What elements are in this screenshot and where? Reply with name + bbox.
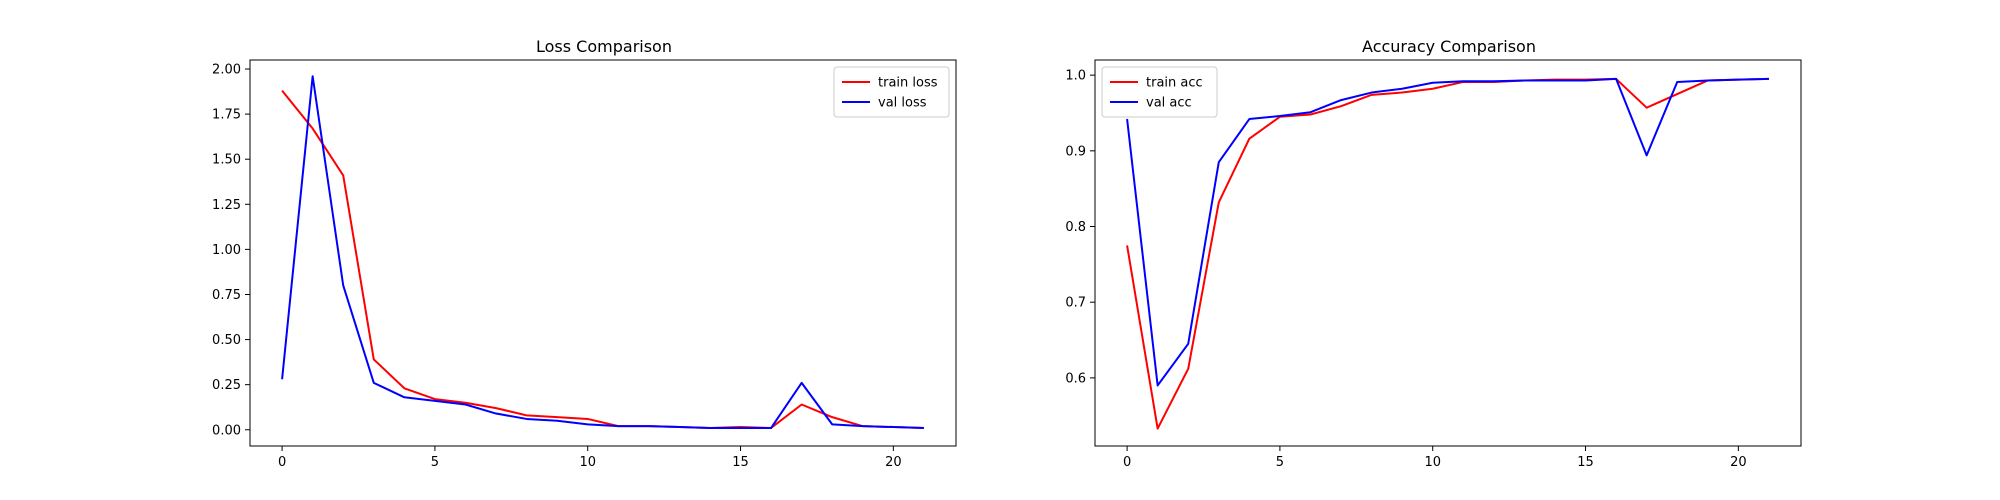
y-tick-label: 1.25 [212, 198, 241, 213]
y-tick-label: 0.6 [1065, 371, 1086, 386]
x-tick-label: 10 [579, 455, 596, 470]
x-tick-label: 5 [1276, 455, 1284, 470]
legend: train loss val loss [833, 66, 950, 118]
x-tick-label: 0 [278, 455, 286, 470]
x-tick-label: 5 [431, 455, 439, 470]
plot-area-frame [249, 59, 957, 447]
x-tick-label: 0 [1123, 455, 1131, 470]
x-tick-label: 15 [1577, 455, 1594, 470]
y-tick-label: 2.00 [212, 63, 241, 78]
series-line-val-acc [1126, 77, 1769, 387]
series-line-train-loss [281, 90, 924, 429]
y-tick-label: 0.50 [212, 333, 241, 348]
x-tick-label: 10 [1424, 455, 1441, 470]
y-tick-label: 1.75 [212, 108, 241, 123]
y-tick-label: 1.0 [1065, 69, 1086, 84]
loss-comparison-chart: Loss Comparison 0 5 10 15 20 0.00 0.25 0.50 0.75… [212, 37, 957, 470]
legend-box [833, 66, 950, 118]
plot-area-frame [1094, 59, 1802, 447]
accuracy-comparison-chart: Accuracy Comparison 0 5 10 15 20 0.6 0.7 0.8 0.9… [1065, 37, 1802, 470]
x-tick-label: 15 [732, 455, 749, 470]
legend-label: train acc [1146, 76, 1203, 91]
legend-label: val loss [878, 96, 927, 111]
y-tick-label: 0.7 [1065, 296, 1086, 311]
chart-title: Loss Comparison [536, 37, 672, 56]
y-tick-label: 0.9 [1065, 144, 1086, 159]
x-tick-label: 20 [1730, 455, 1747, 470]
y-tick-label: 0.25 [212, 378, 241, 393]
legend-label: train loss [878, 76, 938, 91]
y-tick-label: 1.00 [212, 243, 241, 258]
legend: train acc val acc [1101, 66, 1218, 118]
series-line-train-acc [1126, 77, 1769, 430]
x-tick-label: 20 [885, 455, 902, 470]
y-tick-label: 0.75 [212, 288, 241, 303]
series-line-val-loss [281, 75, 924, 429]
y-tick-label: 0.00 [212, 423, 241, 438]
plot-marks: 0 5 10 15 20 0.6 0.7 0.8 0.9 1.0 [1065, 69, 1769, 470]
legend-label: val acc [1146, 96, 1192, 111]
y-tick-label: 1.50 [212, 153, 241, 168]
plot-marks: 0 5 10 15 20 0.00 0.25 0.50 0.75 1.00 1.25 1.50 1.75… [212, 63, 924, 470]
legend-box [1101, 66, 1218, 118]
y-tick-label: 0.8 [1065, 220, 1086, 235]
chart-title: Accuracy Comparison [1362, 37, 1536, 56]
